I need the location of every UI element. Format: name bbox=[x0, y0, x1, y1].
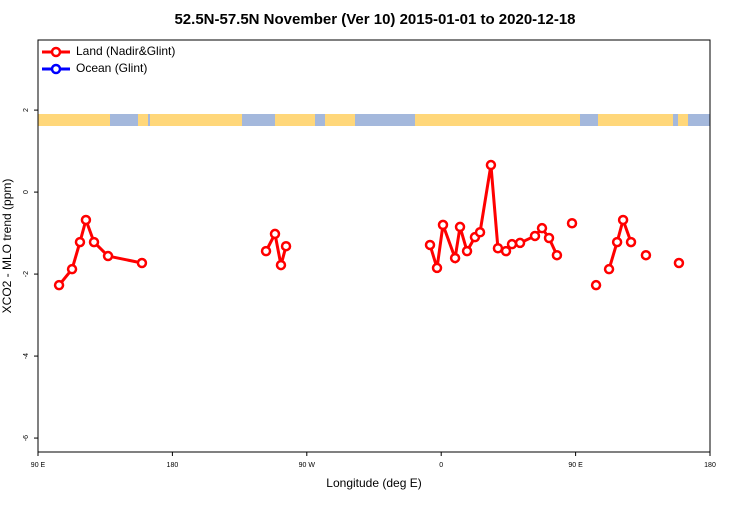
plot-frame bbox=[37, 39, 711, 453]
legend-marker bbox=[50, 63, 62, 75]
data-point bbox=[529, 230, 541, 242]
x-tick-label: 180 bbox=[167, 462, 179, 469]
legend-label: Land (Nadir&Glint) bbox=[76, 44, 175, 58]
data-point bbox=[603, 263, 615, 275]
map-strip bbox=[38, 114, 710, 126]
data-point bbox=[280, 240, 292, 252]
data-point bbox=[66, 263, 78, 275]
x-tick-label: 90 W bbox=[299, 462, 316, 469]
data-point bbox=[543, 232, 555, 244]
data-point bbox=[461, 245, 473, 257]
data-point bbox=[514, 237, 526, 249]
x-tick-label: 90 E bbox=[568, 462, 583, 469]
x-axis-label: Longitude (deg E) bbox=[326, 476, 421, 490]
legend-label: Ocean (Glint) bbox=[76, 61, 147, 75]
x-tick-label: 90 E bbox=[31, 462, 46, 469]
data-point bbox=[74, 236, 86, 248]
legend-marker bbox=[50, 46, 62, 58]
data-point bbox=[673, 257, 685, 269]
data-point bbox=[449, 252, 461, 264]
data-point bbox=[551, 249, 563, 261]
data-point bbox=[275, 259, 287, 271]
data-point bbox=[611, 236, 623, 248]
y-axis-label: XCO2 - MLO trend (ppm) bbox=[0, 179, 14, 314]
x-tick-label: 180 bbox=[704, 462, 716, 469]
data-point bbox=[454, 221, 466, 233]
data-point bbox=[136, 257, 148, 269]
y-tick-label: -2 bbox=[23, 271, 30, 277]
x-tick-label: 0 bbox=[439, 462, 443, 469]
y-tick-label: -4 bbox=[23, 353, 30, 359]
y-tick-label: -6 bbox=[23, 435, 30, 441]
data-point bbox=[424, 239, 436, 251]
y-tick-label: 0 bbox=[23, 190, 30, 194]
data-point bbox=[485, 159, 497, 171]
data-point bbox=[506, 238, 518, 250]
data-point bbox=[80, 214, 92, 226]
data-point bbox=[500, 245, 512, 257]
data-point bbox=[437, 219, 449, 231]
data-point bbox=[88, 236, 100, 248]
data-point bbox=[431, 262, 443, 274]
data-point bbox=[260, 245, 272, 257]
data-point bbox=[536, 222, 548, 234]
data-point bbox=[640, 249, 652, 261]
data-point bbox=[102, 250, 114, 262]
data-point bbox=[590, 279, 602, 291]
data-point bbox=[566, 217, 578, 229]
data-point bbox=[617, 214, 629, 226]
chart-title: 52.5N-57.5N November (Ver 10) 2015-01-01… bbox=[174, 11, 575, 28]
data-point bbox=[53, 279, 65, 291]
data-point bbox=[474, 227, 486, 238]
data-point bbox=[625, 236, 637, 248]
data-point bbox=[269, 228, 281, 240]
data-point bbox=[492, 243, 504, 254]
y-tick-label: 2 bbox=[23, 108, 30, 112]
